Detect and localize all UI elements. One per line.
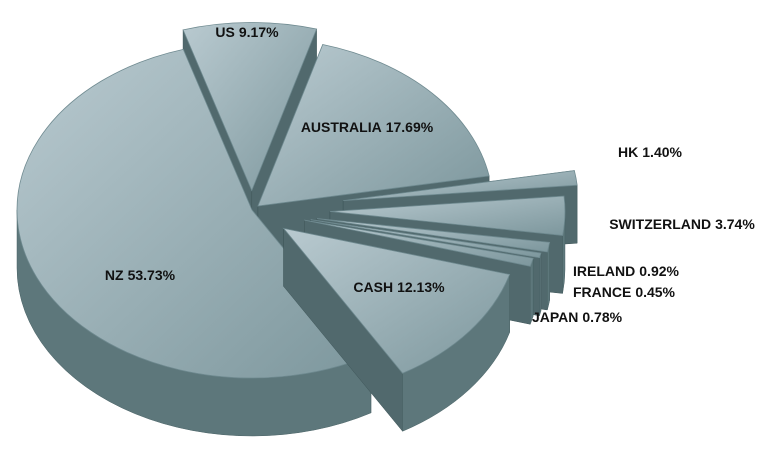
slice-category: NZ	[105, 267, 124, 283]
slice-value: 17.69%	[386, 119, 434, 135]
slice-value: 3.74%	[715, 216, 755, 232]
slice	[282, 227, 511, 432]
slice-label: HK 1.40%	[618, 144, 682, 160]
slice-label: NZ 53.73%	[105, 267, 176, 283]
slice-top	[329, 195, 566, 236]
slice-category: SWITZERLAND	[609, 216, 711, 232]
slice-top	[316, 218, 551, 253]
slice-top	[282, 227, 511, 374]
slice-value: 0.45%	[635, 284, 675, 300]
slice-label: US 9.17%	[215, 24, 279, 40]
slice-side	[547, 242, 550, 311]
slice-side	[539, 253, 542, 316]
slice-value: 53.73%	[128, 267, 176, 283]
slice-value: 1.40%	[642, 144, 682, 160]
slice-top	[16, 48, 372, 379]
slice-label: AUSTRALIA 17.69%	[301, 119, 434, 135]
slice-category: CASH	[353, 279, 393, 295]
slice-category: IRELAND	[573, 263, 635, 279]
slice-value: 0.78%	[582, 309, 622, 325]
slice-label: IRELAND 0.92%	[573, 263, 679, 279]
slice-value: 12.13%	[397, 279, 445, 295]
slice-value: 9.17%	[239, 24, 279, 40]
slice-category: HK	[618, 144, 638, 160]
slice-top	[310, 219, 542, 259]
slice-category: FRANCE	[573, 284, 631, 300]
slice-top	[182, 22, 318, 192]
slice-top	[304, 219, 534, 267]
slice-category: JAPAN	[532, 309, 578, 325]
slice-label: CASH 12.13%	[353, 279, 445, 295]
slice-top	[343, 170, 578, 202]
slice-label: FRANCE 0.45%	[573, 284, 676, 300]
slice-label: JAPAN 0.78%	[532, 309, 623, 325]
slice-category: AUSTRALIA	[301, 119, 382, 135]
slice-label: SWITZERLAND 3.74%	[609, 216, 755, 232]
slice-top	[257, 44, 490, 207]
slice-category: US	[215, 24, 234, 40]
slice-value: 0.92%	[639, 263, 679, 279]
